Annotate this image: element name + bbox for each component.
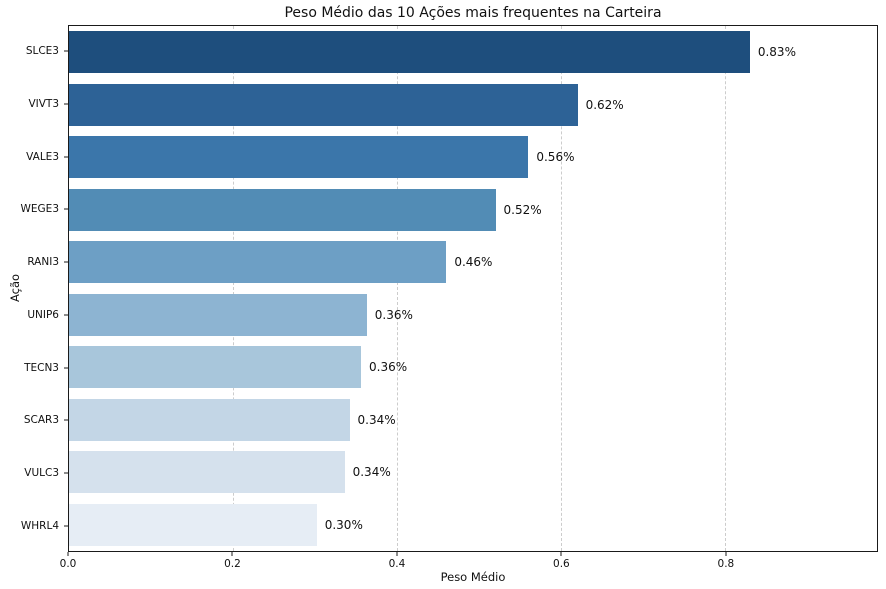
plot-area: 0.83% 0.62% 0.56% 0.52% 0.46% 0.36% 0.36% 0.34%… [68, 25, 878, 552]
y-tick-label-rani3: RANI3 [27, 256, 59, 269]
bar-row-whrl4: 0.30% [69, 499, 877, 552]
x-tick-mark [231, 552, 233, 556]
gridline-0.2 [233, 26, 235, 551]
bar-wege3 [69, 188, 496, 231]
x-tick-mark [67, 552, 69, 556]
bar-row-scar3: 0.34% [69, 394, 877, 447]
x-tick-label-0.6: 0.6 [553, 558, 570, 570]
bar-row-vale3: 0.56% [69, 131, 877, 184]
y-tick-label-unip6: UNIP6 [27, 308, 59, 321]
y-tick-mark [64, 156, 68, 158]
y-tick-label-vivt3: VIVT3 [28, 98, 59, 111]
bar-unip6 [69, 293, 367, 336]
bar-value-label-whrl4: 0.30% [324, 517, 363, 532]
y-tick-mark [64, 208, 68, 210]
y-tick-mark [64, 525, 68, 527]
x-axis: 0.0 0.2 0.4 0.6 0.8 [60, 552, 878, 574]
bar-value-label-unip6: 0.36% [374, 307, 413, 322]
y-tick-label-wege3: WEGE3 [20, 203, 59, 216]
y-tick-label-whrl4: WHRL4 [20, 519, 59, 532]
bar-value-label-scar3: 0.34% [357, 412, 396, 427]
gridline-0.8 [725, 26, 727, 551]
bar-slce3 [69, 31, 750, 74]
bar-rani3 [69, 241, 447, 284]
x-tick-mark [725, 552, 727, 556]
x-tick-label-0.8: 0.8 [717, 558, 735, 570]
bar-scar3 [69, 398, 350, 441]
gridline-0.6 [561, 26, 563, 551]
bar-row-unip6: 0.36% [69, 289, 877, 342]
y-tick-mark [64, 103, 68, 105]
y-axis: SLCE3 VIVT3 VALE3 WEGE3 RANI3 UNIP6 TECN3 SCAR3… [0, 25, 68, 552]
gridline-0.4 [397, 26, 399, 551]
y-tick-mark [64, 419, 68, 421]
x-tick-label-0.0: 0.0 [59, 558, 77, 570]
bar-value-label-rani3: 0.46% [454, 255, 493, 270]
chart-title: Peso Médio das 10 Ações mais frequentes … [284, 5, 662, 21]
y-tick-mark [64, 314, 68, 316]
y-tick-mark [64, 472, 68, 474]
bar-value-label-tecn3: 0.36% [369, 360, 408, 375]
bar-row-wege3: 0.52% [69, 184, 877, 237]
bar-row-vivt3: 0.62% [69, 79, 877, 132]
bar-whrl4 [69, 503, 317, 546]
bar-vivt3 [69, 83, 578, 126]
y-tick-mark [64, 261, 68, 263]
y-tick-label-vale3: VALE3 [26, 150, 59, 163]
bar-row-vulc3: 0.34% [69, 446, 877, 499]
y-tick-mark [64, 367, 68, 369]
x-tick-label-0.2: 0.2 [224, 558, 241, 570]
bar-value-label-vulc3: 0.34% [352, 465, 391, 480]
bar-value-label-wege3: 0.52% [503, 202, 542, 217]
x-tick-mark [396, 552, 398, 556]
y-tick-mark [64, 50, 68, 52]
x-tick-mark [560, 552, 562, 556]
bar-row-slce3: 0.83% [69, 26, 877, 79]
bar-vulc3 [69, 451, 345, 494]
y-tick-label-slce3: SLCE3 [25, 45, 59, 58]
bar-tecn3 [69, 346, 362, 389]
bar-vale3 [69, 136, 529, 179]
bar-row-rani3: 0.46% [69, 236, 877, 289]
y-tick-label-tecn3: TECN3 [24, 361, 59, 374]
x-axis-label: Peso Médio [440, 570, 506, 584]
bar-row-tecn3: 0.36% [69, 341, 877, 394]
bar-value-label-slce3: 0.83% [757, 45, 796, 60]
x-tick-label-0.4: 0.4 [388, 558, 406, 570]
y-tick-label-scar3: SCAR3 [23, 414, 59, 427]
y-tick-label-vulc3: VULC3 [24, 466, 59, 479]
bar-value-label-vivt3: 0.62% [585, 97, 624, 112]
bar-value-label-vale3: 0.56% [536, 150, 575, 165]
